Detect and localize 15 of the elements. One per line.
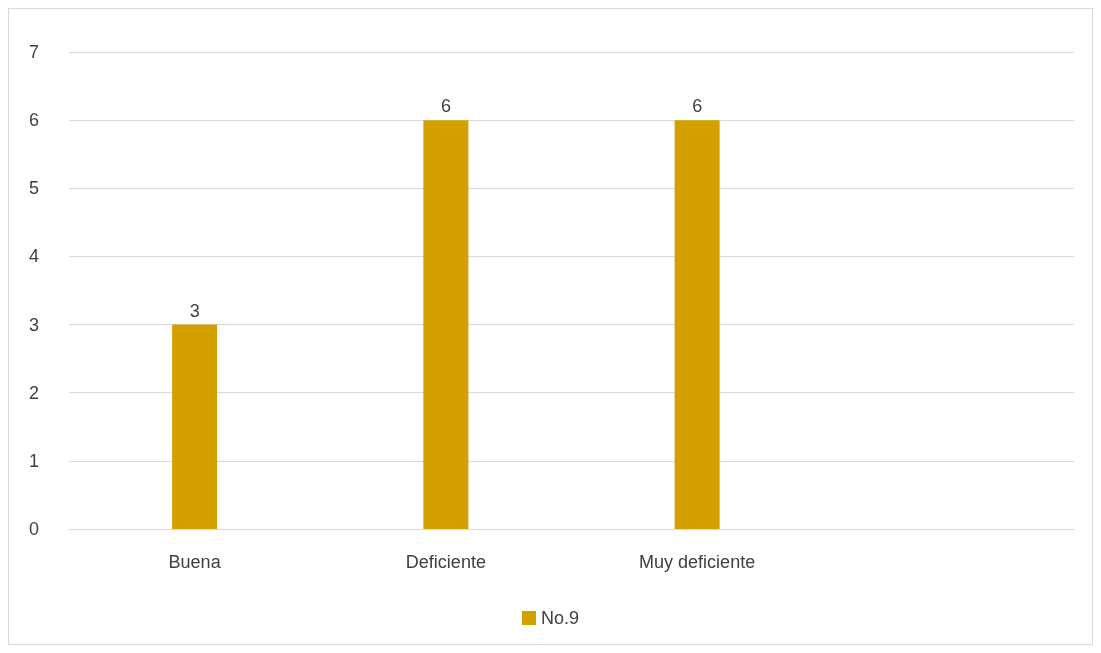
- x-tick-label: Deficiente: [405, 552, 486, 572]
- x-tick-label: Buena: [168, 552, 222, 572]
- y-tick-label: 0: [28, 519, 39, 539]
- y-tick-label: 6: [28, 110, 39, 131]
- legend-label: No.9: [540, 608, 580, 628]
- y-tick-label: 2: [28, 382, 39, 403]
- data-label: 6: [440, 96, 451, 117]
- data-label: 6: [692, 96, 703, 117]
- x-tick-label: Muy deficiente: [639, 552, 756, 572]
- data-label: 3: [189, 300, 200, 321]
- y-tick-label: 3: [28, 314, 39, 335]
- y-tick-label: 1: [28, 450, 39, 471]
- y-tick-label: 4: [28, 246, 39, 267]
- y-tick-label: 5: [28, 178, 39, 199]
- y-tick-label: 7: [28, 42, 39, 62]
